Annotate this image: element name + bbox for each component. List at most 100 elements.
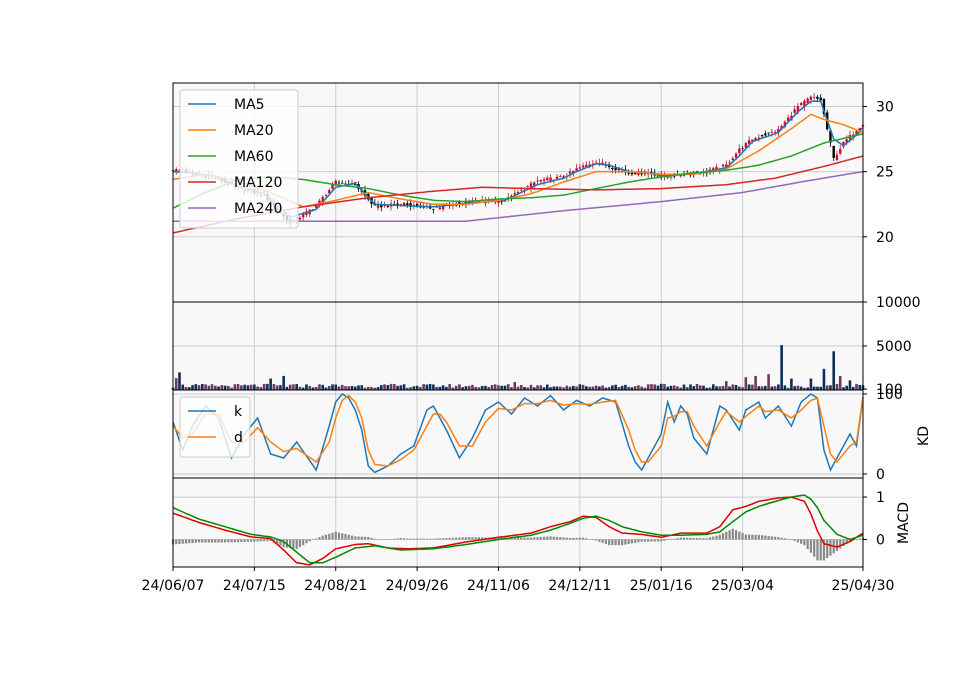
candle-body (578, 167, 582, 169)
x-tick-label: 24/12/11 (548, 578, 611, 594)
macd-histogram-bar (568, 537, 572, 540)
volume-bar (428, 383, 432, 390)
volume-bar (360, 385, 364, 390)
candle-body (301, 213, 305, 218)
macd-histogram-bar (842, 539, 845, 547)
volume-bar (334, 384, 338, 390)
macd-histogram-bar (175, 539, 178, 545)
macd-histogram-bar (555, 536, 559, 540)
candle-body (458, 202, 461, 204)
macd-histogram-bar (637, 539, 640, 543)
macd-histogram-bar (406, 538, 409, 540)
macd-histogram-bar (217, 539, 220, 543)
volume-bar (223, 385, 227, 390)
volume-bar (305, 384, 308, 390)
volume-y-ticks: 100 5000 10000 (863, 295, 921, 398)
macd-histogram-bar (614, 539, 617, 546)
volume-bar (363, 387, 367, 390)
volume-bar (314, 386, 318, 390)
volume-bar (760, 386, 764, 390)
volume-bar (539, 385, 543, 390)
candle-body (591, 163, 595, 165)
macd-histogram-bar (201, 539, 204, 543)
volume-bar (568, 386, 572, 390)
macd-histogram-bar (787, 538, 790, 540)
volume-bar (562, 387, 565, 390)
volume-bar (630, 387, 634, 390)
x-tick-label: 25/03/04 (711, 578, 774, 594)
candle-body (526, 186, 529, 187)
volume-bar (396, 385, 399, 390)
candle-body (760, 135, 764, 137)
macd-histogram-bar (305, 539, 308, 544)
series-line-d (172, 394, 864, 467)
candle-body (533, 182, 536, 186)
volume-bar (708, 387, 712, 390)
volume-panel: 100 5000 10000 (171, 295, 921, 398)
macd-histogram-bar (562, 537, 565, 540)
macd-histogram-bar (324, 534, 328, 540)
candle-body (715, 166, 718, 170)
volume-bar (412, 386, 416, 390)
volume-bar (266, 383, 269, 390)
macd-histogram-bar (350, 535, 354, 540)
volume-bar (523, 386, 526, 390)
candle-body (341, 182, 344, 184)
macd-histogram-bar (826, 539, 829, 559)
macd-histogram-bar (751, 534, 754, 540)
macd-histogram-bar (376, 538, 380, 540)
volume-bar (249, 384, 253, 390)
candle-body (487, 199, 490, 202)
macd-histogram-bar (630, 539, 634, 544)
volume-bar (210, 384, 214, 390)
macd-histogram-bar (256, 539, 259, 542)
volume-bar (178, 372, 181, 390)
volume-bar (780, 345, 783, 390)
volume-bar (741, 387, 744, 390)
volume-bar (529, 384, 533, 390)
candle-body (380, 205, 383, 208)
candle-body (728, 162, 731, 164)
candle-body (598, 162, 601, 164)
volume-bar (519, 385, 523, 390)
candle-body (594, 162, 598, 164)
volume-bar (386, 385, 390, 390)
volume-bar (236, 384, 240, 390)
macd-histogram-bar (816, 539, 819, 561)
volume-bar (676, 386, 679, 390)
macd-histogram-bar (468, 537, 471, 540)
macd-histogram-bar (783, 538, 786, 540)
macd-histogram-bar (341, 533, 344, 540)
volume-bar (240, 385, 243, 390)
macd-histogram-bar (741, 533, 744, 540)
candle-body (611, 167, 614, 170)
macd-histogram-bar (474, 537, 477, 540)
volume-bar (308, 385, 311, 390)
volume-bar (698, 385, 702, 390)
macd-histogram-bar (757, 534, 760, 540)
volume-bar (484, 385, 487, 390)
macd-histogram-bar (425, 538, 428, 540)
macd-histogram-bar (435, 538, 438, 540)
volume-bar (464, 386, 468, 390)
macd-histogram-bar (598, 539, 601, 542)
candle-body (396, 203, 399, 205)
candle-body (770, 131, 774, 133)
macd-histogram-bar (419, 538, 422, 540)
candle-body (627, 172, 630, 174)
candle-body (324, 195, 328, 196)
volume-bar (643, 387, 647, 390)
macd-histogram-bar (497, 537, 500, 540)
candle-body (441, 205, 445, 210)
volume-bar (806, 387, 809, 390)
macd-histogram-bar (236, 539, 240, 543)
volume-bar (321, 384, 325, 390)
macd-histogram-bar (246, 539, 249, 542)
candle-body (555, 176, 559, 179)
macd-histogram-bar (666, 539, 669, 541)
volume-bar (532, 387, 536, 390)
volume-bar (445, 386, 448, 390)
macd-histogram-bar (520, 537, 523, 540)
volume-bar (545, 384, 549, 390)
